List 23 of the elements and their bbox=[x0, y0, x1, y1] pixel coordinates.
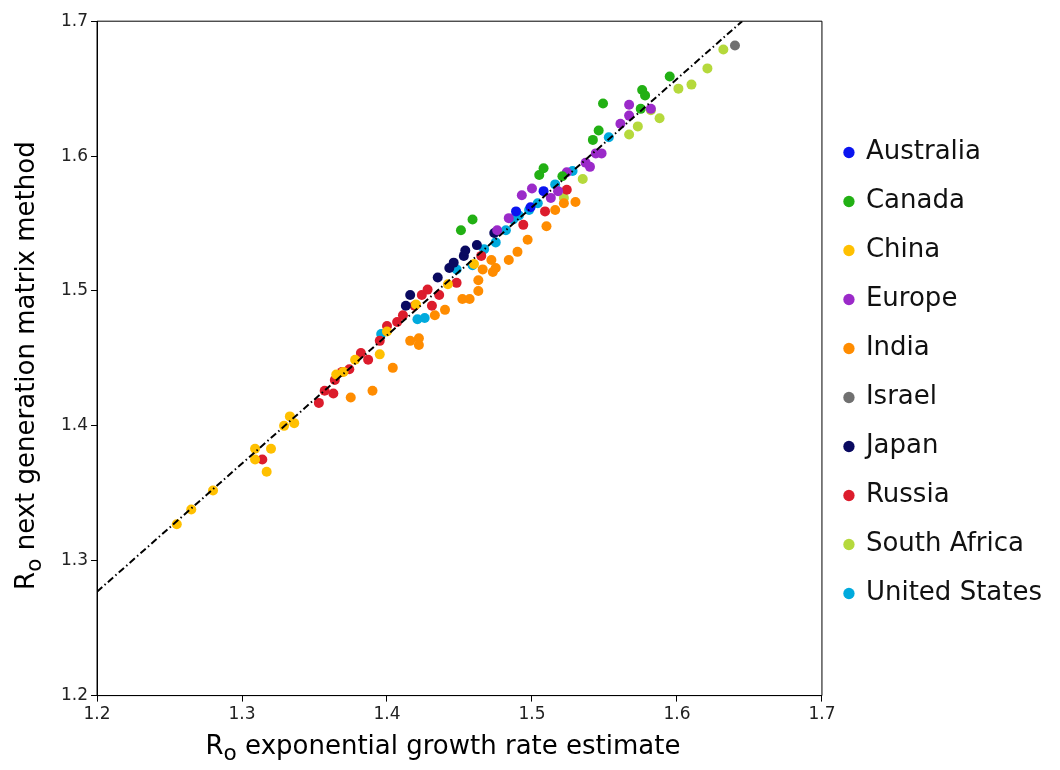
legend-label: Europe bbox=[865, 282, 958, 313]
x-tick-label: 1.4 bbox=[373, 703, 401, 724]
x-tick-label: 1.5 bbox=[518, 703, 546, 724]
legend-label: South Africa bbox=[865, 527, 1024, 558]
legend-label: Australia bbox=[865, 135, 981, 166]
legend-label: Canada bbox=[865, 184, 965, 215]
y-tick-label: 1.7 bbox=[60, 9, 89, 30]
legend-label: Russia bbox=[865, 478, 950, 509]
x-axis-title: R$_{o}$ exponential growth rate estimate bbox=[204, 730, 682, 766]
y-tick-label: 1.3 bbox=[60, 549, 89, 570]
y-tick-label: 1.2 bbox=[60, 684, 89, 705]
legend-label: China bbox=[865, 233, 941, 264]
legend-label: United States bbox=[865, 576, 1042, 607]
y-tick-label: 1.6 bbox=[60, 144, 89, 165]
x-tick-label: 1.2 bbox=[83, 703, 111, 724]
x-tick-label: 1.7 bbox=[808, 703, 836, 724]
x-tick-label: 1.6 bbox=[663, 703, 691, 724]
y-tick-label: 1.5 bbox=[60, 279, 89, 300]
legend-label: Israel bbox=[865, 380, 937, 411]
y-tick-label: 1.4 bbox=[60, 414, 89, 435]
legend-label: India bbox=[865, 331, 930, 362]
legend-label: Japan bbox=[863, 429, 939, 460]
x-tick-label: 1.3 bbox=[228, 703, 256, 724]
